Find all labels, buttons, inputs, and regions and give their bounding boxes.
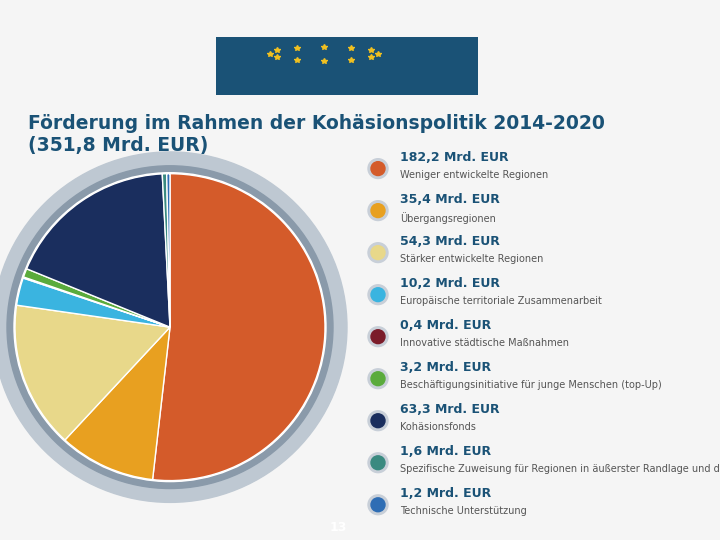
Circle shape: [368, 243, 388, 262]
Text: Kohäsionsfonds: Kohäsionsfonds: [400, 422, 476, 431]
Text: Förderung im Rahmen der Kohäsionspolitik 2014-2020: Förderung im Rahmen der Kohäsionspolitik…: [28, 114, 605, 133]
Text: Technische Unterstützung: Technische Unterstützung: [400, 506, 527, 516]
Circle shape: [368, 453, 388, 472]
Circle shape: [7, 166, 333, 489]
Text: 54,3 Mrd. EUR: 54,3 Mrd. EUR: [400, 235, 500, 248]
Circle shape: [371, 204, 385, 218]
Text: Europäische territoriale Zusammenarbeit: Europäische territoriale Zusammenarbeit: [400, 296, 602, 306]
Circle shape: [371, 498, 385, 512]
Circle shape: [0, 152, 347, 502]
Circle shape: [371, 161, 385, 176]
FancyBboxPatch shape: [216, 37, 478, 95]
Circle shape: [368, 285, 388, 305]
Wedge shape: [15, 305, 170, 440]
Wedge shape: [17, 278, 170, 327]
Circle shape: [368, 159, 388, 179]
Circle shape: [371, 414, 385, 428]
Text: 3,2 Mrd. EUR: 3,2 Mrd. EUR: [400, 361, 491, 374]
Wedge shape: [23, 277, 170, 327]
Text: 0,4 Mrd. EUR: 0,4 Mrd. EUR: [400, 319, 491, 332]
Text: 63,3 Mrd. EUR: 63,3 Mrd. EUR: [400, 403, 500, 416]
Text: 1,2 Mrd. EUR: 1,2 Mrd. EUR: [400, 487, 491, 500]
Wedge shape: [162, 174, 170, 327]
Wedge shape: [166, 174, 170, 327]
Circle shape: [371, 246, 385, 260]
Text: 1,6 Mrd. EUR: 1,6 Mrd. EUR: [400, 445, 491, 458]
Wedge shape: [24, 269, 170, 327]
Wedge shape: [27, 174, 170, 327]
Text: Weniger entwickelte Regionen: Weniger entwickelte Regionen: [400, 170, 548, 180]
Text: 10,2 Mrd. EUR: 10,2 Mrd. EUR: [400, 276, 500, 290]
Text: 182,2 Mrd. EUR: 182,2 Mrd. EUR: [400, 151, 508, 164]
Circle shape: [368, 201, 388, 220]
Circle shape: [368, 495, 388, 515]
Text: Spezifische Zuweisung für Regionen in äußerster Randlage und dünn besiedelte Reg: Spezifische Zuweisung für Regionen in äu…: [400, 464, 720, 474]
Text: Übergangsregionen: Übergangsregionen: [400, 212, 496, 224]
Wedge shape: [153, 174, 325, 481]
Circle shape: [368, 411, 388, 430]
Circle shape: [14, 173, 326, 482]
Circle shape: [371, 372, 385, 386]
Circle shape: [371, 330, 385, 343]
Wedge shape: [65, 327, 170, 480]
Text: (351,8 Mrd. EUR): (351,8 Mrd. EUR): [28, 136, 208, 155]
Circle shape: [371, 288, 385, 302]
Circle shape: [368, 369, 388, 389]
Text: Beschäftigungsinitiative für junge Menschen (top-Up): Beschäftigungsinitiative für junge Mensc…: [400, 380, 662, 390]
Text: Stärker entwickelte Regionen: Stärker entwickelte Regionen: [400, 254, 544, 264]
Circle shape: [368, 327, 388, 347]
Circle shape: [371, 456, 385, 470]
Text: 35,4 Mrd. EUR: 35,4 Mrd. EUR: [400, 193, 500, 206]
Text: 13: 13: [330, 521, 347, 535]
Text: Innovative städtische Maßnahmen: Innovative städtische Maßnahmen: [400, 338, 569, 348]
